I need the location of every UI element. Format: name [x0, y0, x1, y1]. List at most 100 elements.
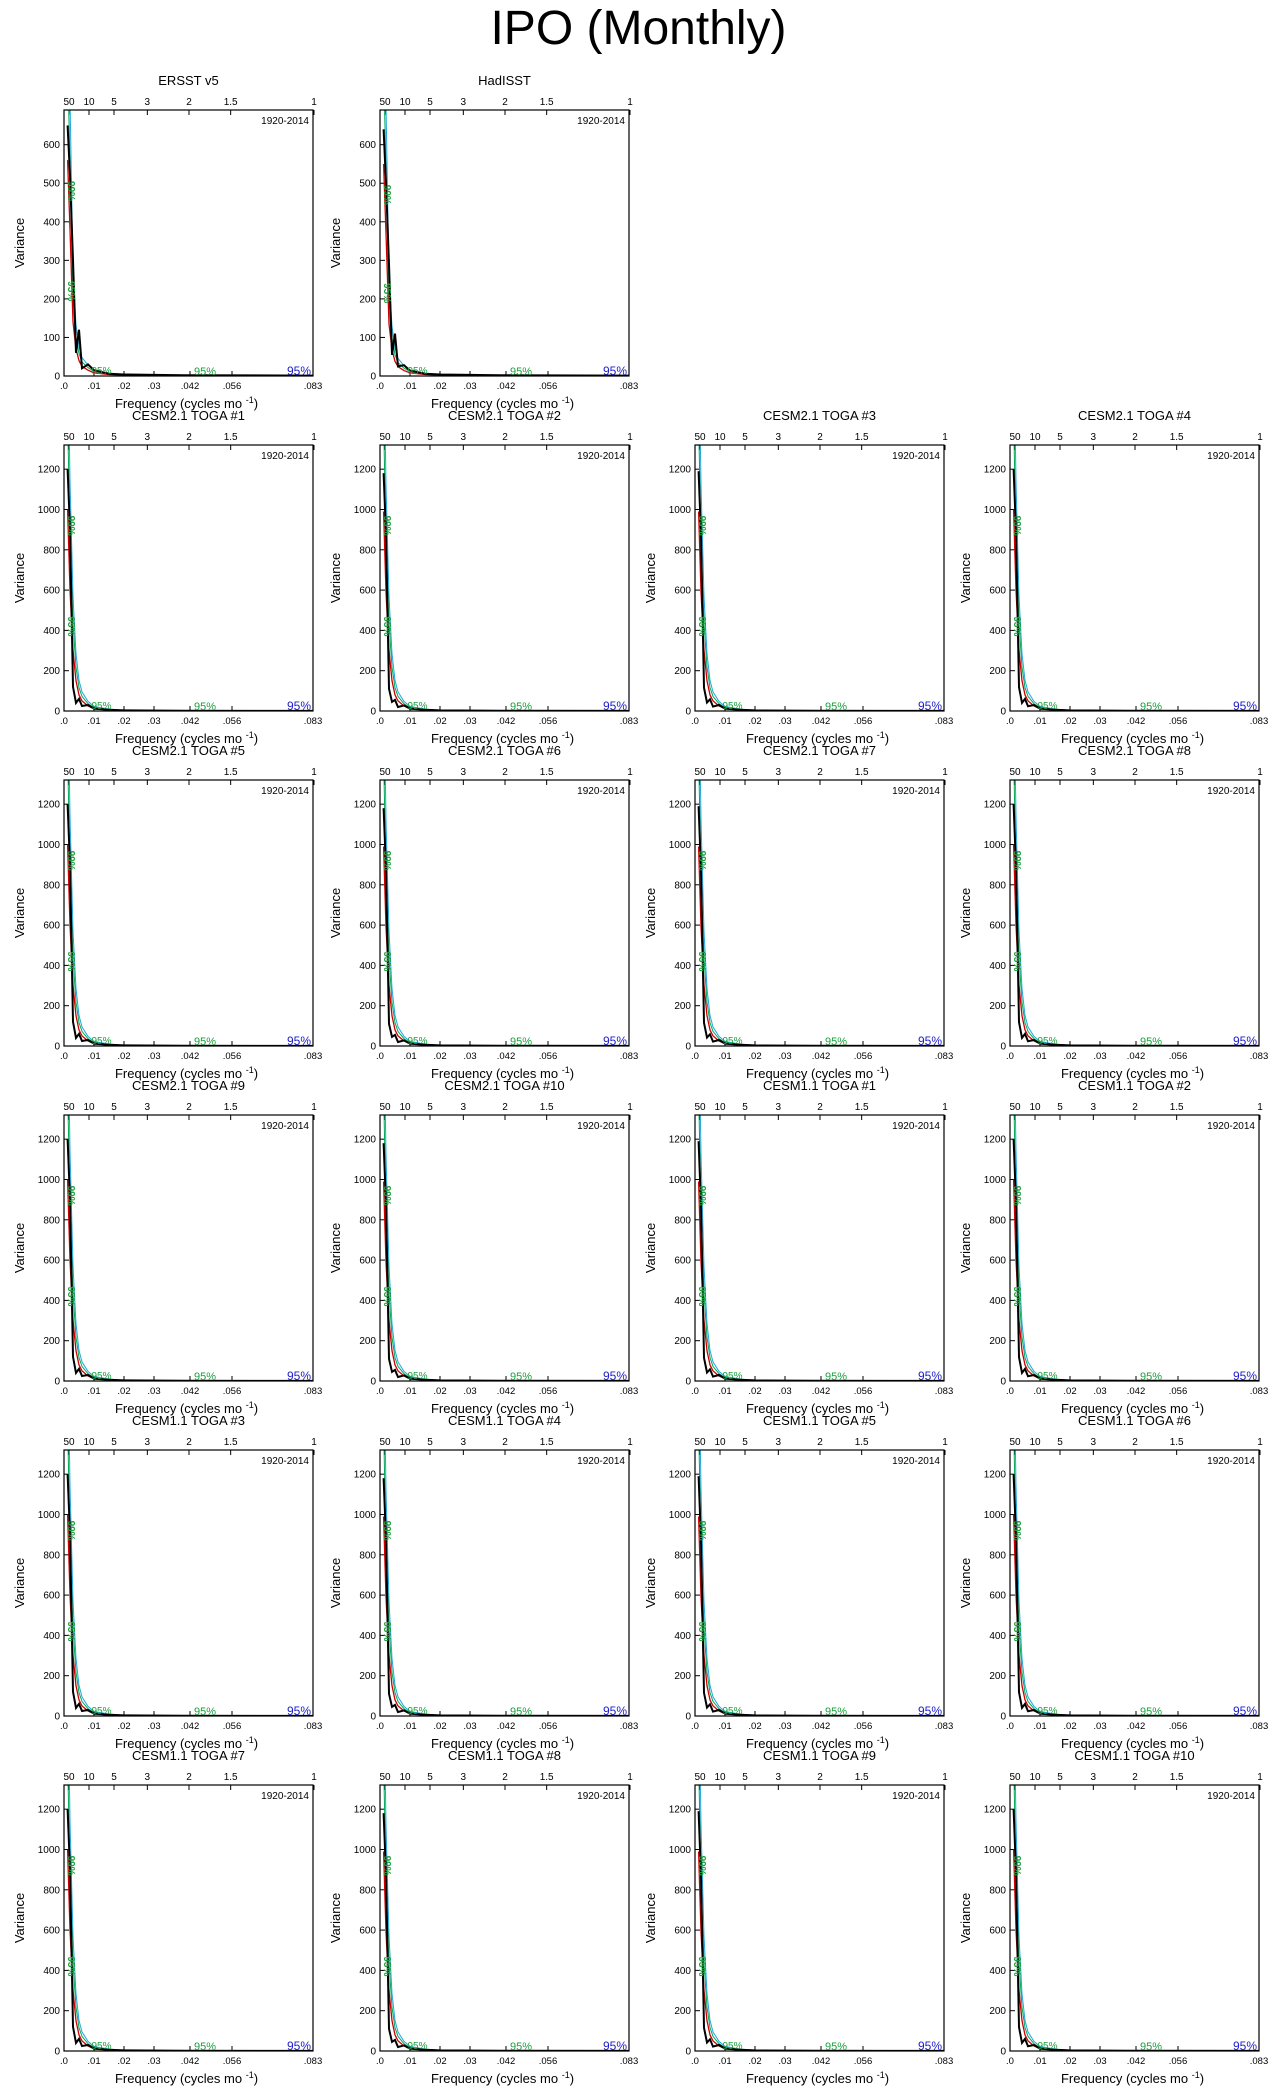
- top-tick-label: 1.5: [1170, 767, 1184, 778]
- y-tick-label: 1000: [354, 1175, 377, 1186]
- sig-95-line: [67, 780, 313, 1046]
- top-tick-label: 10: [83, 1102, 95, 1113]
- x-tick-label: .03: [1093, 1386, 1106, 1397]
- top-tick-label: 50: [1009, 432, 1021, 443]
- x-tick-label: .042: [497, 2056, 516, 2067]
- y-tick-label: 1200: [38, 1470, 61, 1481]
- y-tick-label: 1000: [669, 505, 692, 516]
- red-noise-line: [697, 511, 944, 711]
- sig-95-label-mid: 95%: [510, 2041, 532, 2053]
- sig-95-line: [1013, 780, 1259, 1046]
- red-noise-line: [1012, 1849, 1259, 2051]
- x-tick-label: .0: [60, 381, 68, 392]
- red-noise-line: [1012, 509, 1259, 711]
- y-tick-label: 800: [43, 880, 60, 891]
- red-noise-line: [382, 1851, 629, 2051]
- top-tick-label: 1: [627, 97, 633, 108]
- top-tick-label: 1.5: [540, 767, 554, 778]
- top-tick-label: 10: [83, 767, 95, 778]
- top-tick-label: 1: [311, 432, 317, 443]
- x-tick-label: .01: [1033, 2056, 1046, 2067]
- sig-95-label-mid: 95%: [825, 2041, 847, 2053]
- period-range-label: 1920-2014: [892, 1121, 940, 1132]
- top-tick-label: 5: [111, 97, 117, 108]
- top-tick-label: 50: [694, 432, 706, 443]
- plot-frame: [1009, 444, 1260, 712]
- x-tick-label: .02: [1063, 2056, 1076, 2067]
- y-tick-label: 600: [674, 586, 691, 597]
- y-tick-label: 1200: [354, 1135, 377, 1146]
- x-tick-label: .056: [539, 716, 558, 727]
- top-tick-label: 1.5: [540, 1772, 554, 1783]
- sig-95-label-mid: 95%: [1140, 2041, 1162, 2053]
- y-tick-label: 0: [370, 1042, 376, 1053]
- spectrum-line: [66, 125, 313, 376]
- sig-95-label-low: 95%: [722, 1706, 742, 1717]
- period-range-label: 1920-2014: [577, 786, 625, 797]
- significance-label: 99%: [65, 1521, 76, 1541]
- significance-label: 99%: [1011, 1521, 1022, 1541]
- top-tick-label: 2: [502, 767, 508, 778]
- x-tick-label: .0: [691, 2056, 699, 2067]
- x-tick-label: .083: [620, 2056, 639, 2067]
- sig-95-label-low: 95%: [91, 2041, 111, 2052]
- spectrum-panel: HadISST 50 10 5 3 2 1.5 1 .0 .01 .02 .03 .042 .056 .08…: [328, 73, 638, 411]
- plot-frame: [379, 444, 630, 712]
- y-axis-label: Variance: [328, 1558, 343, 1608]
- sig-95-label-right: 95%: [603, 2039, 627, 2053]
- panel-title: CESM1.1 TOGA #8: [448, 1748, 561, 1763]
- top-tick-label: 10: [1029, 1102, 1041, 1113]
- x-tick-label: .042: [812, 1721, 831, 1732]
- y-tick-label: 0: [1000, 1042, 1006, 1053]
- top-tick-label: 1: [1257, 767, 1263, 778]
- significance-label: 99%: [65, 851, 76, 871]
- x-tick-label: .03: [778, 2056, 791, 2067]
- top-tick-label: 1.5: [224, 767, 238, 778]
- y-tick-label: 1000: [669, 1845, 692, 1856]
- y-tick-label: 800: [989, 545, 1006, 556]
- y-tick-label: 0: [54, 1042, 60, 1053]
- top-tick-label: 2: [186, 1437, 192, 1448]
- sig-95-label-mid: 95%: [510, 1706, 532, 1718]
- x-tick-label: .056: [854, 716, 873, 727]
- x-tick-label: .083: [1250, 1386, 1269, 1397]
- sig-95-label-right: 95%: [1233, 2039, 1257, 2053]
- top-tick-label: 3: [461, 97, 467, 108]
- panel-title: CESM1.1 TOGA #1: [763, 1078, 876, 1093]
- sig-95-label-mid: 95%: [825, 1036, 847, 1048]
- y-tick-label: 1200: [38, 465, 61, 476]
- x-tick-label: .01: [403, 716, 416, 727]
- sig-95-line: [383, 445, 629, 711]
- panel-title: CESM1.1 TOGA #5: [763, 1413, 876, 1428]
- y-axis-label: Variance: [328, 888, 343, 938]
- sig-95-label-mid: 95%: [194, 366, 216, 378]
- spectrum-panel: CESM1.1 TOGA #2 50 10 5 3 2 1.5 1 .0 .01 .02 .03 .04…: [958, 1078, 1269, 1416]
- top-tick-label: 3: [461, 1772, 467, 1783]
- panel-title: HadISST: [478, 73, 531, 88]
- spectrum-line: [1012, 469, 1259, 711]
- y-tick-label: 800: [989, 880, 1006, 891]
- sig-95-label-right: 95%: [918, 2039, 942, 2053]
- top-tick-label: 1: [311, 1772, 317, 1783]
- top-tick-label: 3: [461, 1437, 467, 1448]
- top-tick-label: 5: [742, 1102, 748, 1113]
- y-tick-label: 200: [359, 1001, 376, 1012]
- x-tick-label: .02: [433, 1386, 446, 1397]
- top-tick-label: 50: [63, 97, 75, 108]
- x-tick-label: .03: [147, 1721, 160, 1732]
- panel-title: CESM1.1 TOGA #2: [1078, 1078, 1191, 1093]
- x-tick-label: .056: [223, 716, 242, 727]
- top-tick-label: 1: [627, 767, 633, 778]
- period-range-label: 1920-2014: [1207, 1121, 1255, 1132]
- top-tick-label: 5: [1057, 432, 1063, 443]
- top-tick-label: 5: [111, 1437, 117, 1448]
- top-tick-label: 5: [427, 767, 433, 778]
- x-axis-label: Frequency (cycles mo -1): [746, 1065, 889, 1081]
- y-tick-label: 1200: [38, 1135, 61, 1146]
- red-noise-line: [66, 1849, 313, 2051]
- y-tick-label: 600: [43, 586, 60, 597]
- significance-label: 95%: [65, 281, 76, 301]
- sig-95-label-low: 95%: [1037, 701, 1057, 712]
- y-tick-label: 0: [685, 707, 691, 718]
- x-tick-label: .042: [812, 1386, 831, 1397]
